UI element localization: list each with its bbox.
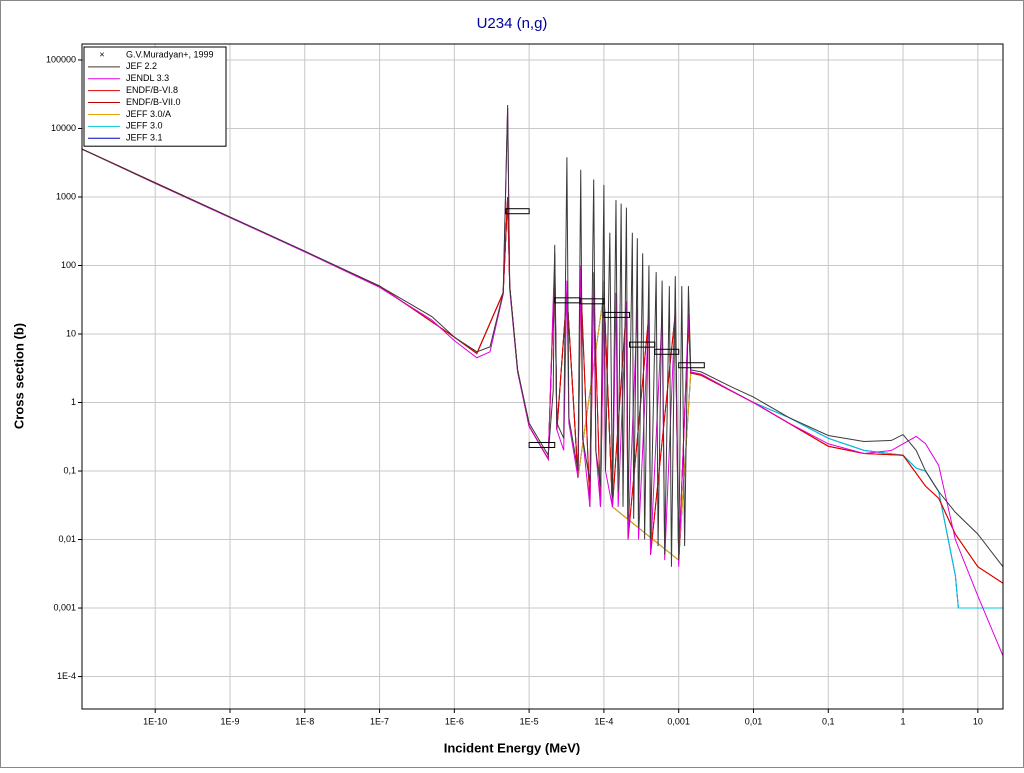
legend-text: G.V.Muradyan+, 1999	[126, 49, 213, 59]
series-line	[82, 104, 1003, 568]
y-tick-label: 100	[61, 260, 76, 270]
data-point-box	[654, 348, 680, 355]
chart-title: U234 (n,g)	[477, 15, 548, 32]
y-tick-label: 1	[71, 397, 76, 407]
y-axis-label: Cross section (b)	[11, 323, 26, 429]
data-point-box	[603, 311, 631, 318]
x-tick-label: 1E-7	[370, 716, 389, 726]
y-tick-label: 0,001	[53, 602, 76, 612]
y-tick-label: 100000	[46, 54, 76, 64]
data-point-box	[528, 441, 556, 448]
x-tick-label: 0,001	[667, 716, 690, 726]
x-tick-label: 0,01	[745, 716, 763, 726]
data-point-box	[678, 362, 705, 369]
legend-text: JEFF 3.0	[126, 121, 163, 131]
x-tick-label: 1E-9	[220, 716, 239, 726]
x-tick-label: 0,1	[822, 716, 835, 726]
legend-marker: ×	[99, 49, 104, 59]
legend: × G.V.Muradyan+, 1999 JEF 2.2 JENDL 3.3 ENDF…	[83, 46, 227, 147]
x-tick-label: 10	[973, 716, 983, 726]
y-tick-label: 0,1	[63, 465, 76, 475]
y-tick-label: 10000	[51, 123, 76, 133]
x-tick-label: 1E-10	[143, 716, 167, 726]
y-tick-label: 1E-4	[57, 671, 76, 681]
legend-box	[83, 46, 227, 147]
x-axis-label: Incident Energy (MeV)	[444, 740, 581, 755]
legend-text: ENDF/B-VI.8	[126, 85, 178, 95]
legend-text: JENDL 3.3	[126, 73, 169, 83]
plot-border	[81, 43, 1004, 710]
y-tick-label: 0,01	[58, 534, 76, 544]
x-tick-label: 1	[901, 716, 906, 726]
legend-text: ENDF/B-VII.0	[126, 97, 181, 107]
plot-lines	[82, 104, 1003, 657]
legend-text: JEFF 3.0/A	[126, 109, 171, 119]
x-tick-label: 1E-8	[295, 716, 314, 726]
x-tick-label: 1E-4	[594, 716, 613, 726]
x-tick-label: 1E-6	[445, 716, 464, 726]
y-tick-label: 10	[66, 328, 76, 338]
legend-text: JEF 2.2	[126, 61, 157, 71]
data-point-box	[629, 341, 656, 348]
y-tick-label: 1000	[56, 191, 76, 201]
data-point-box	[505, 208, 530, 215]
experimental-data	[505, 208, 705, 448]
grid: 1E-10 1E-9 1E-8 1E-7 1E-6 1E-5 1E-4 0,001 0,01 0,…	[46, 44, 1003, 726]
data-point-box	[579, 298, 605, 305]
x-tick-label: 1E-5	[520, 716, 539, 726]
legend-text: JEFF 3.1	[126, 133, 163, 143]
